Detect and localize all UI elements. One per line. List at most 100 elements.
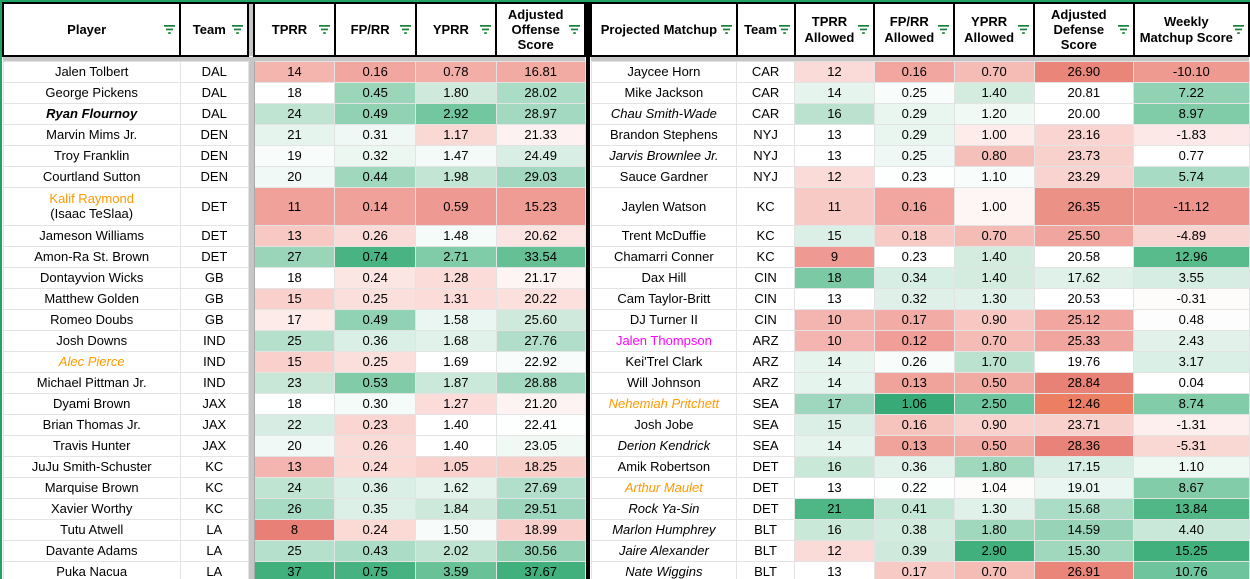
stat-cell[interactable]: 15.68: [1033, 497, 1135, 520]
column-header-yprr-allowed[interactable]: YPRR Allowed: [953, 2, 1036, 57]
stat-cell[interactable]: -1.31: [1133, 413, 1250, 436]
stat-cell[interactable]: 0.18: [873, 224, 955, 247]
player-cell[interactable]: Dax Hill: [590, 266, 738, 289]
stat-cell[interactable]: 10: [794, 329, 875, 352]
team-cell[interactable]: DAL: [179, 81, 249, 104]
stat-cell[interactable]: 23.29: [1033, 165, 1135, 188]
stat-cell[interactable]: 26.91: [1033, 560, 1135, 579]
stat-cell[interactable]: 25.33: [1033, 329, 1135, 352]
stat-cell[interactable]: 15: [253, 350, 336, 373]
stat-cell[interactable]: 18: [253, 392, 336, 415]
player-cell[interactable]: Tutu Atwell: [2, 518, 181, 541]
player-cell[interactable]: Will Johnson: [590, 371, 738, 394]
stat-cell[interactable]: 0.48: [1133, 308, 1250, 331]
player-cell[interactable]: Nate Wiggins: [590, 560, 738, 579]
stat-cell[interactable]: 22.92: [495, 350, 586, 373]
stat-cell[interactable]: 37.67: [495, 560, 586, 579]
team-cell[interactable]: DEN: [179, 165, 249, 188]
stat-cell[interactable]: 18.99: [495, 518, 586, 541]
team-cell[interactable]: CAR: [736, 60, 796, 83]
column-header-adjusted-offense-score[interactable]: Adjusted Offense Score: [495, 2, 587, 57]
stat-cell[interactable]: 10: [794, 308, 875, 331]
player-cell[interactable]: Amik Robertson: [590, 455, 738, 478]
team-cell[interactable]: KC: [179, 497, 249, 520]
stat-cell[interactable]: 18: [253, 81, 336, 104]
stat-cell[interactable]: 23.05: [495, 434, 586, 457]
team-cell[interactable]: JAX: [179, 392, 249, 415]
stat-cell[interactable]: 8.67: [1133, 476, 1250, 499]
filter-icon[interactable]: [1117, 24, 1130, 35]
stat-cell[interactable]: 25.50: [1033, 224, 1135, 247]
stat-cell[interactable]: 18: [794, 266, 875, 289]
team-cell[interactable]: GB: [179, 266, 249, 289]
stat-cell[interactable]: 0.16: [873, 413, 955, 436]
stat-cell[interactable]: -10.10: [1133, 60, 1250, 83]
team-cell[interactable]: CIN: [736, 266, 796, 289]
team-cell[interactable]: DAL: [179, 60, 249, 83]
stat-cell[interactable]: 0.04: [1133, 371, 1250, 394]
stat-cell[interactable]: 1.58: [415, 308, 497, 331]
stat-cell[interactable]: 19.01: [1033, 476, 1135, 499]
stat-cell[interactable]: 13: [794, 476, 875, 499]
player-cell[interactable]: Jameson Williams: [2, 224, 181, 247]
stat-cell[interactable]: 1.84: [415, 497, 497, 520]
stat-cell[interactable]: 14: [253, 60, 336, 83]
stat-cell[interactable]: 0.70: [953, 329, 1035, 352]
stat-cell[interactable]: 0.90: [953, 413, 1035, 436]
team-cell[interactable]: DET: [179, 224, 249, 247]
stat-cell[interactable]: 0.35: [334, 497, 417, 520]
stat-cell[interactable]: 0.36: [334, 476, 417, 499]
team-cell[interactable]: NYJ: [736, 123, 796, 146]
team-cell[interactable]: DET: [179, 186, 249, 226]
stat-cell[interactable]: -5.31: [1133, 434, 1250, 457]
column-header-projected-matchup[interactable]: Projected Matchup: [590, 2, 738, 57]
stat-cell[interactable]: 15.30: [1033, 539, 1135, 562]
stat-cell[interactable]: 0.59: [415, 186, 497, 226]
stat-cell[interactable]: 20.81: [1033, 81, 1135, 104]
stat-cell[interactable]: 0.13: [873, 371, 955, 394]
team-cell[interactable]: CAR: [736, 102, 796, 125]
team-cell[interactable]: NYJ: [736, 144, 796, 167]
stat-cell[interactable]: 18: [253, 266, 336, 289]
stat-cell[interactable]: 15: [794, 224, 875, 247]
stat-cell[interactable]: 0.80: [953, 144, 1035, 167]
stat-cell[interactable]: 1.69: [415, 350, 497, 373]
stat-cell[interactable]: 0.25: [334, 287, 417, 310]
stat-cell[interactable]: 19: [253, 144, 336, 167]
team-cell[interactable]: KC: [179, 455, 249, 478]
column-header-fp-rr-allowed[interactable]: FP/RR Allowed: [873, 2, 956, 57]
column-header-tprr[interactable]: TPRR: [253, 2, 336, 57]
stat-cell[interactable]: 10.76: [1133, 560, 1250, 579]
column-header-tprr-allowed[interactable]: TPRR Allowed: [793, 2, 876, 57]
stat-cell[interactable]: 1.30: [953, 287, 1035, 310]
column-header-yprr[interactable]: YPRR: [414, 2, 498, 57]
stat-cell[interactable]: 20.58: [1033, 245, 1135, 268]
player-cell[interactable]: Matthew Golden: [2, 287, 181, 310]
stat-cell[interactable]: 0.25: [873, 144, 955, 167]
stat-cell[interactable]: 0.17: [873, 308, 955, 331]
stat-cell[interactable]: 29.03: [495, 165, 586, 188]
stat-cell[interactable]: 0.50: [953, 371, 1035, 394]
stat-cell[interactable]: 0.23: [873, 245, 955, 268]
team-cell[interactable]: ARZ: [736, 371, 796, 394]
team-cell[interactable]: DAL: [179, 102, 249, 125]
player-cell[interactable]: Courtland Sutton: [2, 165, 181, 188]
stat-cell[interactable]: 8.74: [1133, 392, 1250, 415]
stat-cell[interactable]: 16: [794, 455, 875, 478]
stat-cell[interactable]: 0.44: [334, 165, 417, 188]
stat-cell[interactable]: 12: [794, 539, 875, 562]
stat-cell[interactable]: 0.77: [1133, 144, 1250, 167]
stat-cell[interactable]: 28.97: [495, 102, 586, 125]
team-cell[interactable]: IND: [179, 329, 249, 352]
stat-cell[interactable]: 27.69: [495, 476, 586, 499]
stat-cell[interactable]: 0.12: [873, 329, 955, 352]
stat-cell[interactable]: 1.80: [415, 81, 497, 104]
stat-cell[interactable]: 1.68: [415, 329, 497, 352]
filter-icon[interactable]: [1232, 24, 1245, 35]
team-cell[interactable]: DEN: [179, 144, 249, 167]
filter-icon[interactable]: [479, 24, 492, 35]
stat-cell[interactable]: 2.92: [415, 102, 497, 125]
stat-cell[interactable]: 13: [794, 287, 875, 310]
column-header-weekly-matchup-score[interactable]: Weekly Matchup Score: [1132, 2, 1250, 57]
team-cell[interactable]: GB: [179, 287, 249, 310]
